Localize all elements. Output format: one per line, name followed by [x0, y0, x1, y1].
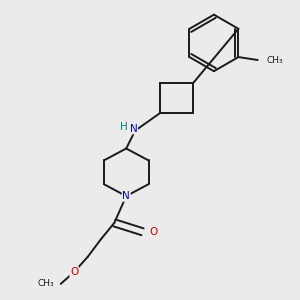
Text: O: O — [149, 227, 158, 237]
Text: CH₃: CH₃ — [266, 56, 283, 64]
Text: O: O — [70, 267, 78, 277]
Text: N: N — [130, 124, 137, 134]
Text: N: N — [122, 191, 130, 201]
Text: H: H — [120, 122, 128, 132]
Text: CH₃: CH₃ — [38, 279, 54, 288]
